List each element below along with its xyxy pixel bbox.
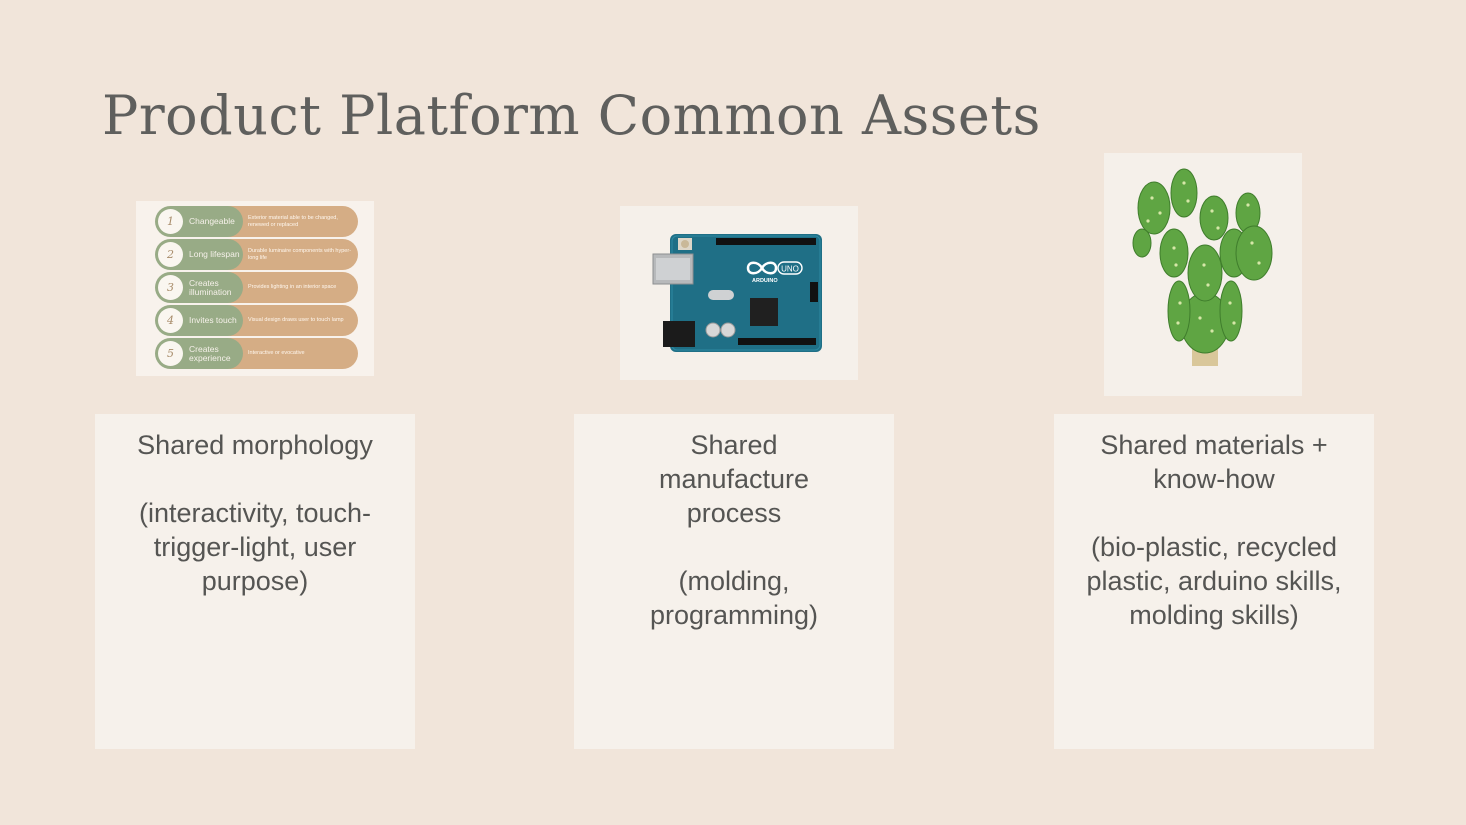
row-number: 4 [158,308,183,333]
row-number: 1 [158,209,183,234]
card-heading: Shared materials + know-how [1100,430,1328,494]
morphology-row: 3 Creates illumination Provides lighting… [155,272,358,303]
row-number: 2 [158,242,183,267]
row-description: Exterior material able to be changed, re… [248,214,338,228]
row-description: Provides lighting in an interior space [248,284,337,290]
row-number: 5 [158,341,183,366]
card-heading: Shared manufacture process [658,430,810,528]
card-detail: (molding, programming) [649,566,819,630]
morphology-row: 2 Long lifespan Durable luminaire compon… [155,239,358,270]
row-label: Invites touch [189,315,237,325]
cactus-image [1104,153,1302,396]
card-detail: (interactivity, touch-trigger-light, use… [138,498,372,596]
morphology-row: 5 Creates experience Interactive or evoc… [155,338,358,369]
row-label: Creates illumination [189,277,232,297]
morphology-card: Shared morphology (interactivity, touch-… [95,414,415,749]
materials-card: Shared materials + know-how (bio-plastic… [1054,414,1374,749]
board-model-label: UNO [781,265,799,274]
morphology-table-image: 1 Changeable Exterior material able to b… [136,201,374,376]
card-heading: Shared morphology [137,430,373,460]
slide-title: Product Platform Common Assets [102,84,1041,147]
arduino-board-illustration: UNO ARDUINO [652,234,822,352]
arduino-board-image: UNO ARDUINO [620,206,858,380]
board-brand-label: ARDUINO [752,278,778,284]
row-description: Durable luminaire components with hyper-… [248,247,352,261]
manufacture-card: Shared manufacture process (molding, pro… [574,414,894,749]
row-description: Interactive or evocative [248,350,305,356]
row-description: Visual design draws user to touch lamp [248,317,344,323]
row-label: Long lifespan [189,249,240,259]
row-number: 3 [158,275,183,300]
row-label: Creates experience [189,343,231,363]
cactus-illustration [1132,168,1273,366]
morphology-row: 4 Invites touch Visual design draws user… [155,305,358,336]
morphology-row: 1 Changeable Exterior material able to b… [155,206,358,237]
card-detail: (bio-plastic, recycled plastic, arduino … [1086,532,1342,630]
row-label: Changeable [189,216,235,226]
